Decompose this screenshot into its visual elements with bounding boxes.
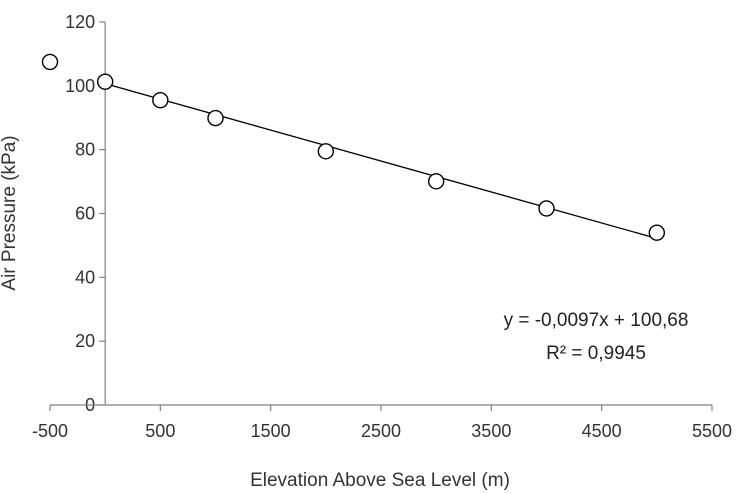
trendline-group <box>104 83 658 240</box>
x-axis: -500 500 1500 2500 3500 4500 5500 <box>32 404 732 441</box>
y-tick-label: 20 <box>75 331 95 351</box>
y-tick-label: 80 <box>75 140 95 160</box>
y-tick-label: 120 <box>65 12 95 32</box>
trendline <box>104 83 658 240</box>
y-tick-label: 40 <box>75 267 95 287</box>
x-axis-title: Elevation Above Sea Level (m) <box>250 470 510 491</box>
data-point <box>648 224 666 241</box>
data-point <box>427 173 445 190</box>
data-point <box>207 109 224 127</box>
x-tick-label: 4500 <box>582 421 622 441</box>
x-tick-label: -500 <box>32 421 68 441</box>
y-tick-label: 100 <box>65 76 95 96</box>
data-point <box>538 200 555 217</box>
data-points <box>41 53 666 241</box>
x-tick-label: 5500 <box>692 421 732 441</box>
trendline-equation: y = -0,0097x + 100,68 <box>504 310 689 331</box>
x-tick-label: 2500 <box>361 421 401 441</box>
data-point <box>96 73 114 90</box>
x-tick-label: 1500 <box>251 421 291 441</box>
data-point <box>152 91 169 109</box>
data-point <box>317 143 335 160</box>
x-tick-label: 3500 <box>471 421 511 441</box>
data-point <box>41 53 59 71</box>
trendline-r-squared: R² = 0,9945 <box>546 343 646 364</box>
y-axis-title: Air Pressure (kPa) <box>0 135 20 290</box>
y-tick-label: 60 <box>75 204 95 224</box>
x-tick-label: 500 <box>145 421 175 441</box>
